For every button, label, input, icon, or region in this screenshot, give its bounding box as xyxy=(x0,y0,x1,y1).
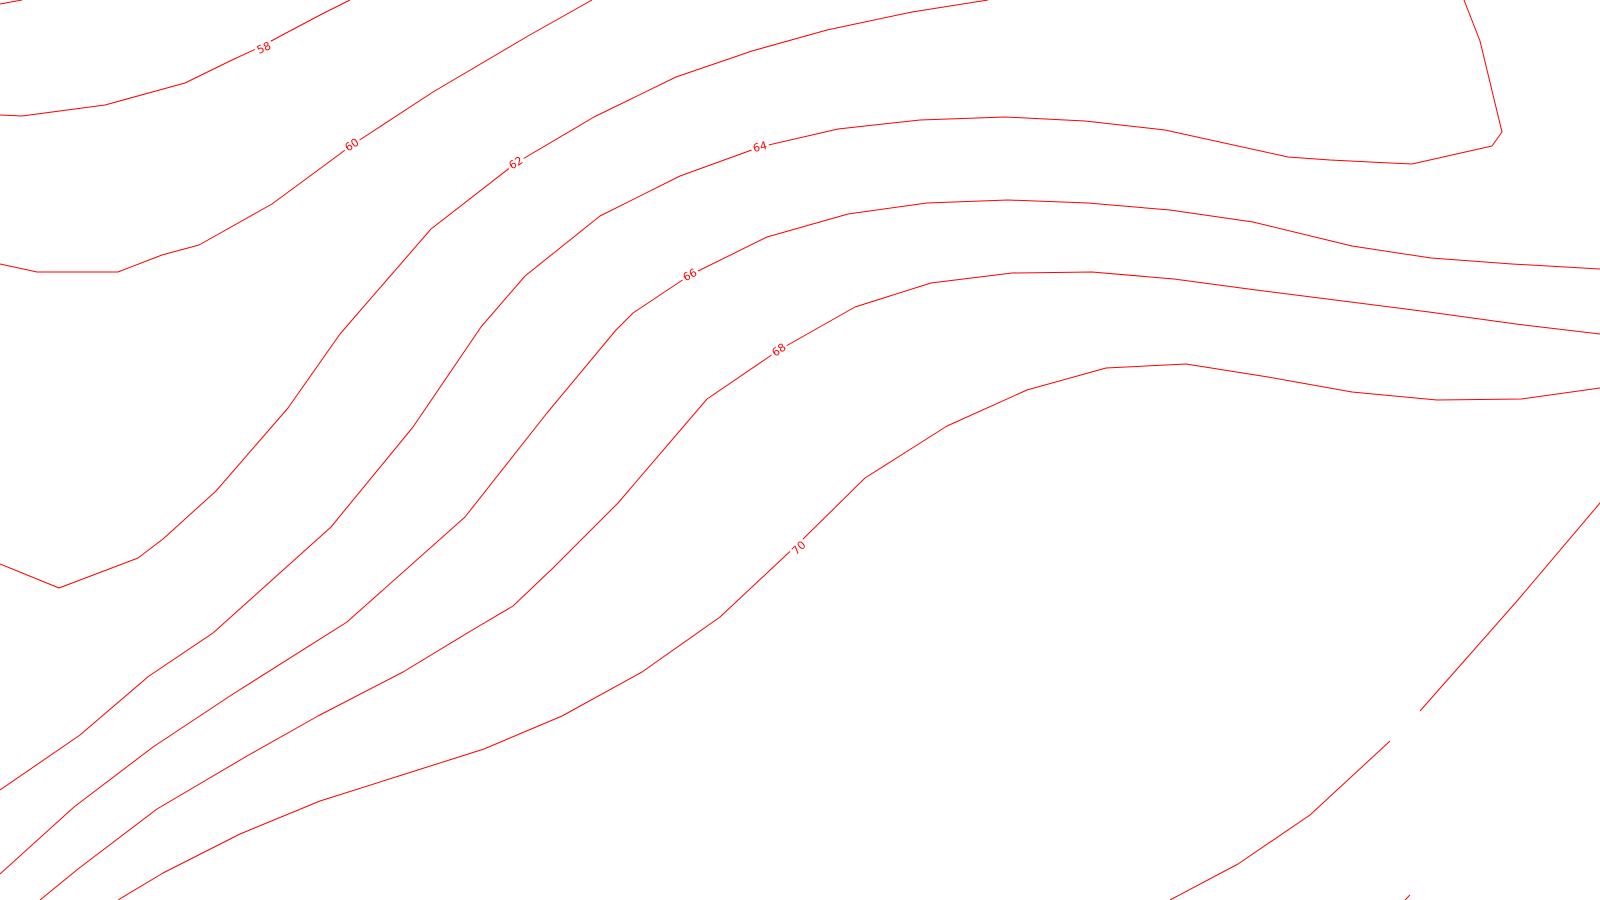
contour-label-66: 66 xyxy=(679,265,701,285)
contour-label-64: 64 xyxy=(749,139,771,155)
contour-label-text: 58 xyxy=(255,39,273,57)
contour-line-64 xyxy=(0,0,1503,791)
contour-line-62 xyxy=(0,0,989,589)
contour-line-58 xyxy=(0,0,351,117)
contour-line-68 xyxy=(39,271,1600,900)
contour-line-60 xyxy=(0,0,593,273)
contour-label-text: 60 xyxy=(343,136,362,155)
contour-line-72 xyxy=(1169,740,1391,900)
contour-line-72-tick xyxy=(1404,894,1411,900)
contour-line-66 xyxy=(0,199,1600,875)
contour-label-70: 70 xyxy=(788,537,810,559)
contour-label-text: 68 xyxy=(770,341,789,360)
contour-line-70 xyxy=(117,363,1600,900)
contour-line xyxy=(0,0,23,5)
contour-label-text: 70 xyxy=(789,538,808,557)
contour-label-text: 64 xyxy=(752,139,769,155)
contour-label-60: 60 xyxy=(341,135,363,155)
contour-label-58: 58 xyxy=(253,38,275,58)
contour-label-text: 62 xyxy=(507,154,526,172)
contour-label-text: 66 xyxy=(681,266,699,284)
contour-label-68: 68 xyxy=(768,339,790,361)
contour-line-72-upper xyxy=(1419,502,1600,712)
contour-label-62: 62 xyxy=(505,153,527,173)
